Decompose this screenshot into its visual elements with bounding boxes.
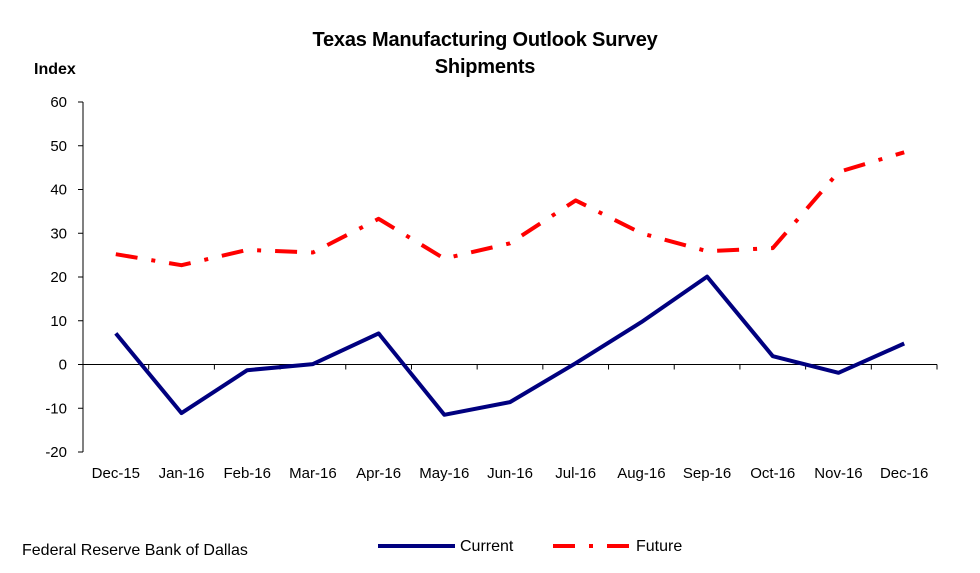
x-tick-label: Feb-16 [223, 465, 271, 482]
y-axis-label: Index [34, 61, 76, 78]
x-tick-label: Dec-15 [92, 465, 140, 482]
x-tick-label: Oct-16 [750, 465, 795, 482]
series-line-current [114, 274, 906, 417]
x-tick-label: May-16 [419, 465, 469, 482]
y-tick-label: 50 [50, 138, 67, 155]
legend: Current Future [378, 538, 682, 555]
legend-label-future: Future [636, 538, 682, 555]
series-layer [114, 150, 906, 417]
x-tick-label: Aug-16 [617, 465, 665, 482]
x-tick-label: Apr-16 [356, 465, 401, 482]
source-note: Federal Reserve Bank of Dallas [22, 542, 248, 559]
chart-axes: -20 -10 0 10 20 30 40 50 60 Dec-15 Jan-16 Feb-16 Mar… [45, 94, 938, 482]
x-tick-label: Jun-16 [487, 465, 533, 482]
x-tick-label: Sep-16 [683, 465, 731, 482]
y-tick-label: 10 [50, 313, 67, 330]
chart-title: Texas Manufacturing Outlook Survey Shipm… [0, 27, 970, 81]
chart-title-line: Texas Manufacturing Outlook Survey [312, 29, 658, 51]
x-tick-label: Mar-16 [289, 465, 337, 482]
y-tick-label: -10 [45, 400, 67, 417]
series-line-future [115, 150, 905, 268]
y-tick-label: 20 [50, 269, 67, 286]
chart-subtitle: Shipments [434, 56, 536, 78]
legend-label-current: Current [460, 538, 514, 555]
x-tick-label: Dec-16 [880, 465, 928, 482]
x-tick-label: Nov-16 [814, 465, 862, 482]
x-tick-label: Jan-16 [159, 465, 205, 482]
y-tick-label: -20 [45, 444, 67, 461]
y-tick-label: 30 [50, 225, 67, 242]
y-tick-label: 60 [50, 94, 67, 111]
y-tick-label: 0 [59, 357, 67, 374]
y-tick-label: 40 [50, 182, 67, 199]
x-tick-label: Jul-16 [555, 465, 596, 482]
